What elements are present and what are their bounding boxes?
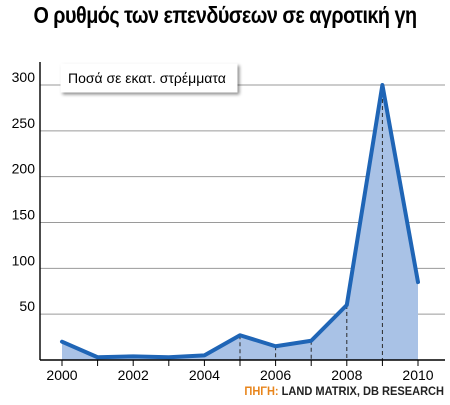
y-tick-label-250: 250 [12,115,36,131]
y-tick-label-100: 100 [12,252,36,268]
source-credit: ΠΗΓΗ: LAND MATRIX, DB RESEARCH [244,384,444,398]
y-tick-label-150: 150 [12,207,36,223]
x-tick-label-2008: 2008 [331,367,362,383]
y-tick-label-300: 300 [12,69,36,85]
y-tick-label-200: 200 [12,161,36,177]
chart-title: Ο ρυθμός των επενδύσεων σε αγροτική γη [33,2,417,28]
axes [39,62,445,366]
x-tick-label-2006: 2006 [260,367,291,383]
grid-lines [40,84,445,315]
x-tick-label-2000: 2000 [46,367,77,383]
x-tick-labels: 2000 2002 2004 2006 2008 2010 [46,367,433,383]
y-tick-labels: 50 100 150 200 250 300 [12,69,36,314]
line-layer [60,83,420,360]
source-label: ΠΗΓΗ: [244,384,279,398]
annotation-background [60,63,238,93]
annotation-box: Ποσά σε εκατ. στρέμματα [60,63,238,93]
annotation-text: Ποσά σε εκατ. στρέμματα [68,70,226,86]
source-value: LAND MATRIX, DB RESEARCH [281,384,444,398]
dropdown-lines [239,85,383,360]
x-tick-label-2002: 2002 [118,367,149,383]
y-tick-label-50: 50 [19,298,35,314]
x-tick-label-2004: 2004 [189,367,220,383]
x-tick-label-2010: 2010 [402,367,433,383]
